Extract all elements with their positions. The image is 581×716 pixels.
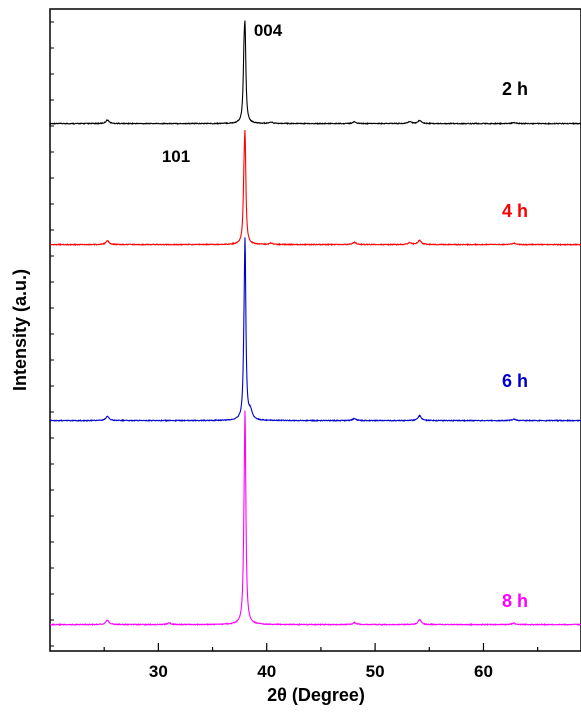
x-tick-label: 60 (474, 662, 493, 681)
series-line-4h (49, 129, 581, 247)
series-label-2h: 2 h (502, 79, 528, 99)
series-label-8h: 8 h (502, 591, 528, 611)
peak-label-004: 004 (254, 21, 283, 40)
x-tick-label: 30 (149, 662, 168, 681)
peak-label-101: 101 (162, 147, 190, 166)
series-line-2h (49, 20, 581, 126)
series-layer (49, 20, 581, 627)
series-label-4h: 4 h (502, 201, 528, 221)
y-minor-ticks (50, 21, 54, 647)
series-line-6h (49, 237, 581, 423)
series-label-6h: 6 h (502, 371, 528, 391)
x-axis-label: 2θ (Degree) (267, 685, 365, 705)
x-tick-label: 40 (257, 662, 276, 681)
series-line-8h (49, 410, 581, 627)
series-label-layer: 2 h 4 h 6 h 8 h (502, 79, 528, 611)
x-axis-ticks: 30 40 50 60 (103, 643, 539, 681)
x-tick-label: 50 (366, 662, 385, 681)
plot-frame (49, 8, 581, 652)
y-axis-label: Intensity (a.u.) (10, 269, 30, 391)
